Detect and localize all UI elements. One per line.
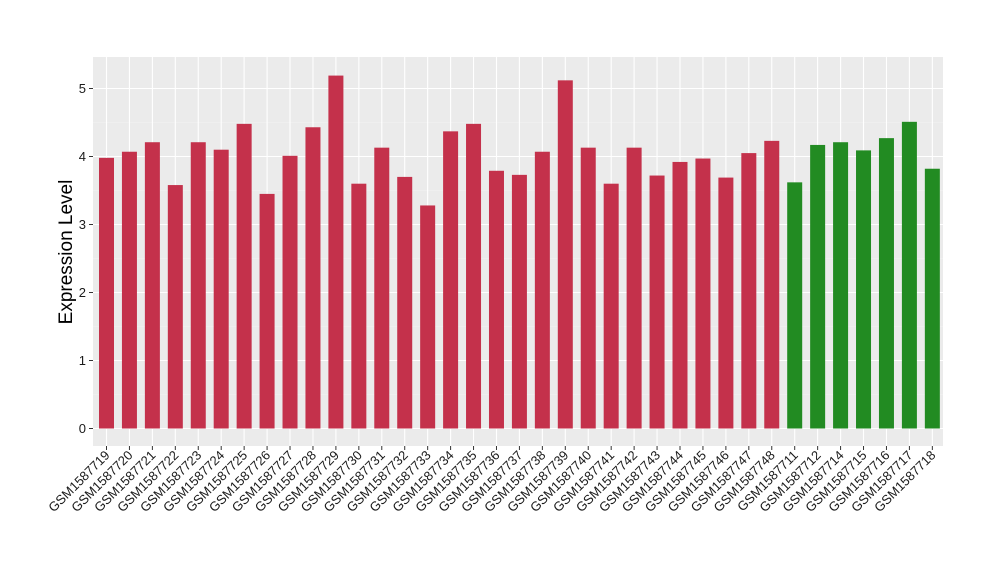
bar-GSM1587738 xyxy=(534,151,550,429)
bar-GSM1587723 xyxy=(190,142,206,429)
bar-GSM1587729 xyxy=(328,75,344,429)
y-tick-label: 0 xyxy=(79,421,86,436)
bar-GSM1587712 xyxy=(810,144,826,429)
bar-GSM1587733 xyxy=(420,205,436,429)
y-tick-label: 1 xyxy=(79,353,86,368)
bars xyxy=(99,75,940,429)
y-tick-label: 2 xyxy=(79,285,86,300)
bar-GSM1587726 xyxy=(259,193,275,429)
bar-GSM1587748 xyxy=(764,140,780,429)
bar-GSM1587722 xyxy=(167,185,183,429)
bar-GSM1587742 xyxy=(626,147,642,429)
bar-GSM1587747 xyxy=(741,153,757,429)
y-axis-label: Expression Level xyxy=(56,180,77,325)
bar-GSM1587744 xyxy=(672,161,688,429)
bar-GSM1587716 xyxy=(878,138,894,429)
bar-GSM1587734 xyxy=(443,131,459,429)
bar-GSM1587745 xyxy=(695,158,711,429)
bar-GSM1587728 xyxy=(305,127,321,429)
bar-GSM1587725 xyxy=(236,123,252,429)
bar-GSM1587737 xyxy=(511,174,527,429)
bar-GSM1587727 xyxy=(282,155,298,429)
bar-GSM1587719 xyxy=(99,157,114,429)
bar-GSM1587714 xyxy=(833,142,849,429)
bar-GSM1587720 xyxy=(121,151,137,429)
y-tick-label: 3 xyxy=(79,217,86,232)
bar-GSM1587746 xyxy=(718,177,734,429)
bar-GSM1587711 xyxy=(787,182,803,429)
bar-GSM1587721 xyxy=(144,142,160,429)
bar-GSM1587739 xyxy=(557,80,573,429)
bar-GSM1587740 xyxy=(580,147,596,429)
bar-GSM1587732 xyxy=(397,176,413,429)
bar-GSM1587715 xyxy=(856,150,872,429)
y-axis: 0 1 2 3 4 5 xyxy=(79,81,93,436)
bar-GSM1587730 xyxy=(351,183,367,429)
x-axis: GSM1587719GSM1587720GSM1587721GSM1587722… xyxy=(45,446,938,515)
bar-GSM1587717 xyxy=(901,121,917,429)
bar-GSM1587735 xyxy=(466,123,482,429)
y-tick-label: 5 xyxy=(79,81,86,96)
bar-GSM1587731 xyxy=(374,147,390,429)
bar-GSM1587736 xyxy=(488,170,504,429)
bar-GSM1587718 xyxy=(924,168,940,429)
bar-GSM1587741 xyxy=(603,183,619,429)
bar-GSM1587743 xyxy=(649,175,665,429)
y-tick-label: 4 xyxy=(79,149,86,164)
bar-GSM1587724 xyxy=(213,149,229,429)
